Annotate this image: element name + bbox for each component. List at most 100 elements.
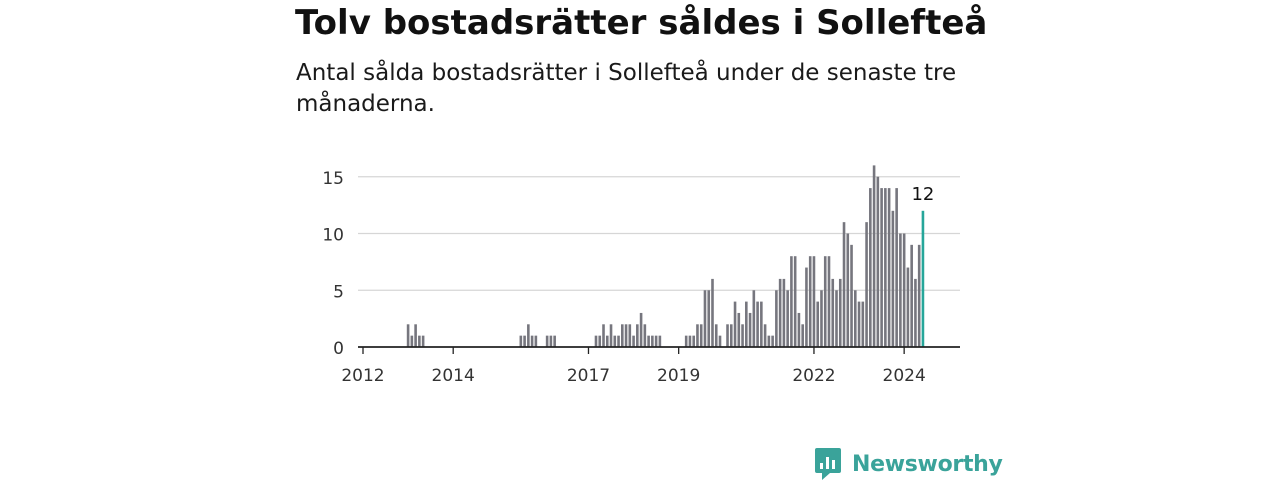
bar bbox=[414, 324, 417, 347]
bar bbox=[752, 290, 756, 347]
highlight-value-label: 12 bbox=[911, 184, 934, 205]
bar bbox=[767, 335, 771, 347]
bar bbox=[729, 324, 733, 347]
bar bbox=[838, 278, 842, 347]
bar bbox=[530, 335, 534, 347]
brand-name: Newsworthy bbox=[852, 451, 1003, 477]
bar bbox=[865, 222, 868, 347]
bar bbox=[797, 312, 801, 347]
bar bbox=[707, 290, 711, 347]
bar bbox=[861, 301, 865, 347]
bar bbox=[613, 335, 617, 347]
bar bbox=[621, 324, 624, 347]
bar bbox=[714, 324, 718, 347]
y-tick-label: 10 bbox=[322, 226, 344, 246]
newsworthy-chart-logo-icon bbox=[815, 448, 841, 480]
x-tick-label: 2022 bbox=[792, 366, 835, 386]
bar bbox=[643, 324, 647, 347]
bar bbox=[846, 233, 850, 347]
bar bbox=[733, 301, 737, 347]
bar bbox=[782, 278, 786, 347]
bars bbox=[406, 165, 925, 347]
bar bbox=[598, 335, 602, 347]
bar bbox=[639, 312, 643, 347]
bar bbox=[699, 324, 703, 347]
bar bbox=[632, 335, 635, 347]
bar bbox=[910, 244, 913, 347]
bar bbox=[609, 324, 613, 347]
bar bbox=[876, 176, 880, 347]
bar bbox=[696, 324, 699, 347]
bar bbox=[906, 267, 910, 347]
bar bbox=[902, 233, 906, 347]
bar bbox=[741, 324, 744, 347]
axes: 0 5 10 15 2012 2014 2017 2019 2022 2024 12 bbox=[322, 169, 960, 386]
bar bbox=[594, 335, 598, 347]
bar bbox=[857, 301, 861, 347]
bar bbox=[801, 324, 804, 347]
bar bbox=[872, 165, 876, 347]
bar bbox=[808, 256, 812, 347]
bar bbox=[726, 324, 729, 347]
bar bbox=[654, 335, 658, 347]
bar bbox=[823, 256, 827, 347]
highlighted-bar bbox=[921, 210, 925, 347]
bar bbox=[545, 335, 549, 347]
bar bbox=[617, 335, 620, 347]
bar bbox=[884, 188, 887, 347]
x-tick-label: 2014 bbox=[432, 366, 475, 386]
bar bbox=[636, 324, 639, 347]
bar bbox=[899, 233, 902, 347]
bar bbox=[527, 324, 530, 347]
bar bbox=[737, 312, 741, 347]
y-tick-label: 0 bbox=[333, 339, 344, 359]
bar bbox=[711, 278, 714, 347]
bar bbox=[793, 256, 797, 347]
bar bbox=[534, 335, 538, 347]
bar bbox=[756, 301, 759, 347]
bar bbox=[891, 210, 895, 347]
bar bbox=[745, 301, 748, 347]
bar bbox=[549, 335, 553, 347]
gridlines bbox=[358, 176, 960, 291]
bar bbox=[624, 324, 628, 347]
bar bbox=[647, 335, 650, 347]
bar bbox=[835, 290, 838, 347]
bar bbox=[816, 301, 820, 347]
bar bbox=[869, 188, 872, 347]
x-tick-label: 2012 bbox=[341, 366, 384, 386]
newsworthy-brand[interactable]: Newsworthy bbox=[814, 446, 1003, 482]
bar bbox=[523, 335, 526, 347]
bar bbox=[763, 324, 767, 347]
bar bbox=[628, 324, 632, 347]
bar bbox=[553, 335, 556, 347]
bar bbox=[842, 222, 846, 347]
bar bbox=[850, 244, 853, 347]
bar bbox=[658, 335, 662, 347]
bar bbox=[410, 335, 414, 347]
bar bbox=[718, 335, 722, 347]
bar bbox=[406, 324, 410, 347]
x-tick-label: 2019 bbox=[657, 366, 700, 386]
bar bbox=[805, 267, 808, 347]
bar bbox=[895, 188, 898, 347]
bar bbox=[831, 278, 835, 347]
bar bbox=[688, 335, 692, 347]
x-tick-label: 2024 bbox=[883, 366, 926, 386]
bar bbox=[605, 335, 609, 347]
chart-title: Tolv bostadsrätter såldes i Sollefteå bbox=[295, 3, 988, 43]
bar bbox=[790, 256, 793, 347]
bar bbox=[692, 335, 696, 347]
bar bbox=[684, 335, 688, 347]
bar bbox=[651, 335, 654, 347]
bar bbox=[812, 256, 816, 347]
x-tick-label: 2017 bbox=[567, 366, 610, 386]
chart-subtitle: Antal sålda bostadsrätter i Sollefteå un… bbox=[296, 60, 957, 117]
bar bbox=[703, 290, 707, 347]
bar bbox=[880, 188, 883, 347]
bar bbox=[602, 324, 605, 347]
bar bbox=[778, 278, 782, 347]
bar bbox=[760, 301, 763, 347]
bar bbox=[786, 290, 789, 347]
bar bbox=[914, 278, 917, 347]
